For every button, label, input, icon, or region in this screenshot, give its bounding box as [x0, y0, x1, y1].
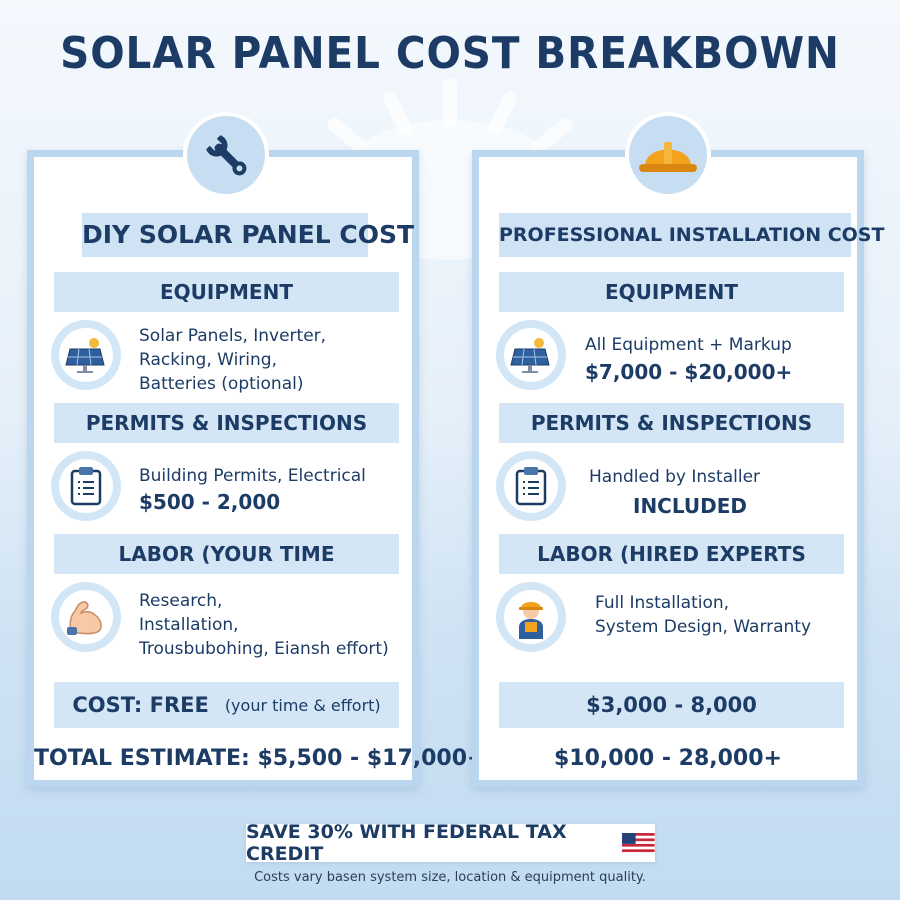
diy-permits-header: PERMITS & INSPECTIONS [54, 403, 399, 443]
diy-permits-desc: Building Permits, Electrical [139, 466, 366, 486]
diy-equipment-line-3: Batteries (optional) [139, 374, 304, 394]
diy-labor-header: LABOR (YOUR TIME [54, 534, 399, 574]
diy-cost-label: COST: FREE [72, 693, 209, 717]
diy-equipment-line-2: Racking, Wiring, [139, 350, 277, 370]
diy-cost-card: DIY SOLAR PANEL COST EQUIPMENT Solar Pan… [27, 150, 486, 787]
wrench-icon [206, 135, 247, 176]
diy-permits-icon-badge [51, 451, 121, 521]
diy-labor-line-1: Research, [139, 591, 223, 611]
pro-permits-icon-badge [496, 451, 566, 521]
pro-equipment-price: $7,000 - $20,000+ [585, 360, 793, 384]
pro-badge [625, 112, 711, 198]
pro-labor-desc: Full Installation, System Design, Warran… [595, 591, 811, 639]
pro-equipment-header: EQUIPMENT [499, 272, 844, 312]
pro-labor-header: LABOR (HIRED EXPERTS [499, 534, 844, 574]
diy-cost-note: (your time & effort) [224, 695, 381, 715]
pro-card-title: PROFESSIONAL INSTALLATION COST [499, 213, 884, 257]
flexed-arm-icon [67, 601, 102, 635]
diy-permits-price: $500 - 2,000 [139, 490, 281, 514]
diy-labor-icon-badge [51, 582, 121, 652]
pro-cost-card: PROFESSIONAL INSTALLATION COST EQUIPMENT… [472, 150, 884, 787]
pro-equipment-desc: All Equipment + Markup [585, 335, 792, 355]
diy-cost-box: COST: FREE (your time & effort) [54, 682, 399, 728]
diy-labor-desc: Research, Installation, Trousbubohing, E… [139, 589, 389, 661]
diy-labor-line-3: Trousbubohing, Eiansh effort) [139, 639, 389, 659]
diy-total-estimate: TOTAL ESTIMATE: $5,500 - $17,000+ [34, 746, 486, 771]
clipboard-icon [515, 467, 547, 506]
solar-panel-icon [510, 338, 550, 373]
footnote: Costs vary basen system size, location &… [254, 870, 646, 885]
pro-permits-header: PERMITS & INSPECTIONS [499, 403, 844, 443]
tax-credit-banner: SAVE 30% WITH FEDERAL TAX CREDIT [246, 821, 655, 865]
pro-total-estimate: $10,000 - 28,000+ [554, 746, 782, 771]
pro-cost-box: $3,000 - 8,000 [499, 682, 844, 728]
us-flag-icon [622, 833, 655, 853]
diy-equipment-icon-badge [51, 320, 121, 390]
hard-hat-icon [639, 142, 697, 172]
page-title: SOLAR PANEL COST BREAKBOWN [60, 28, 840, 79]
diy-equipment-header: EQUIPMENT [54, 272, 399, 312]
pro-labor-line-1: Full Installation, [595, 593, 730, 613]
pro-labor-line-2: System Design, Warranty [595, 617, 812, 637]
pro-cost-value: $3,000 - 8,000 [586, 693, 757, 717]
diy-equipment-desc: Solar Panels, Inverter, Racking, Wiring,… [139, 324, 326, 396]
diy-equipment-line-1: Solar Panels, Inverter, [139, 326, 327, 346]
pro-equipment-icon-badge [496, 320, 566, 390]
diy-card-title: DIY SOLAR PANEL COST [82, 213, 414, 257]
pro-permits-price: INCLUDED [633, 494, 747, 518]
worker-icon [519, 602, 543, 639]
pro-labor-icon-badge [496, 582, 566, 652]
tax-credit-text: SAVE 30% WITH FEDERAL TAX CREDIT [246, 821, 567, 865]
diy-badge [183, 112, 269, 198]
solar-panel-icon [65, 338, 105, 373]
pro-permits-desc: Handled by Installer [589, 467, 761, 487]
clipboard-icon [70, 467, 102, 506]
diy-labor-line-2: Installation, [139, 615, 239, 635]
